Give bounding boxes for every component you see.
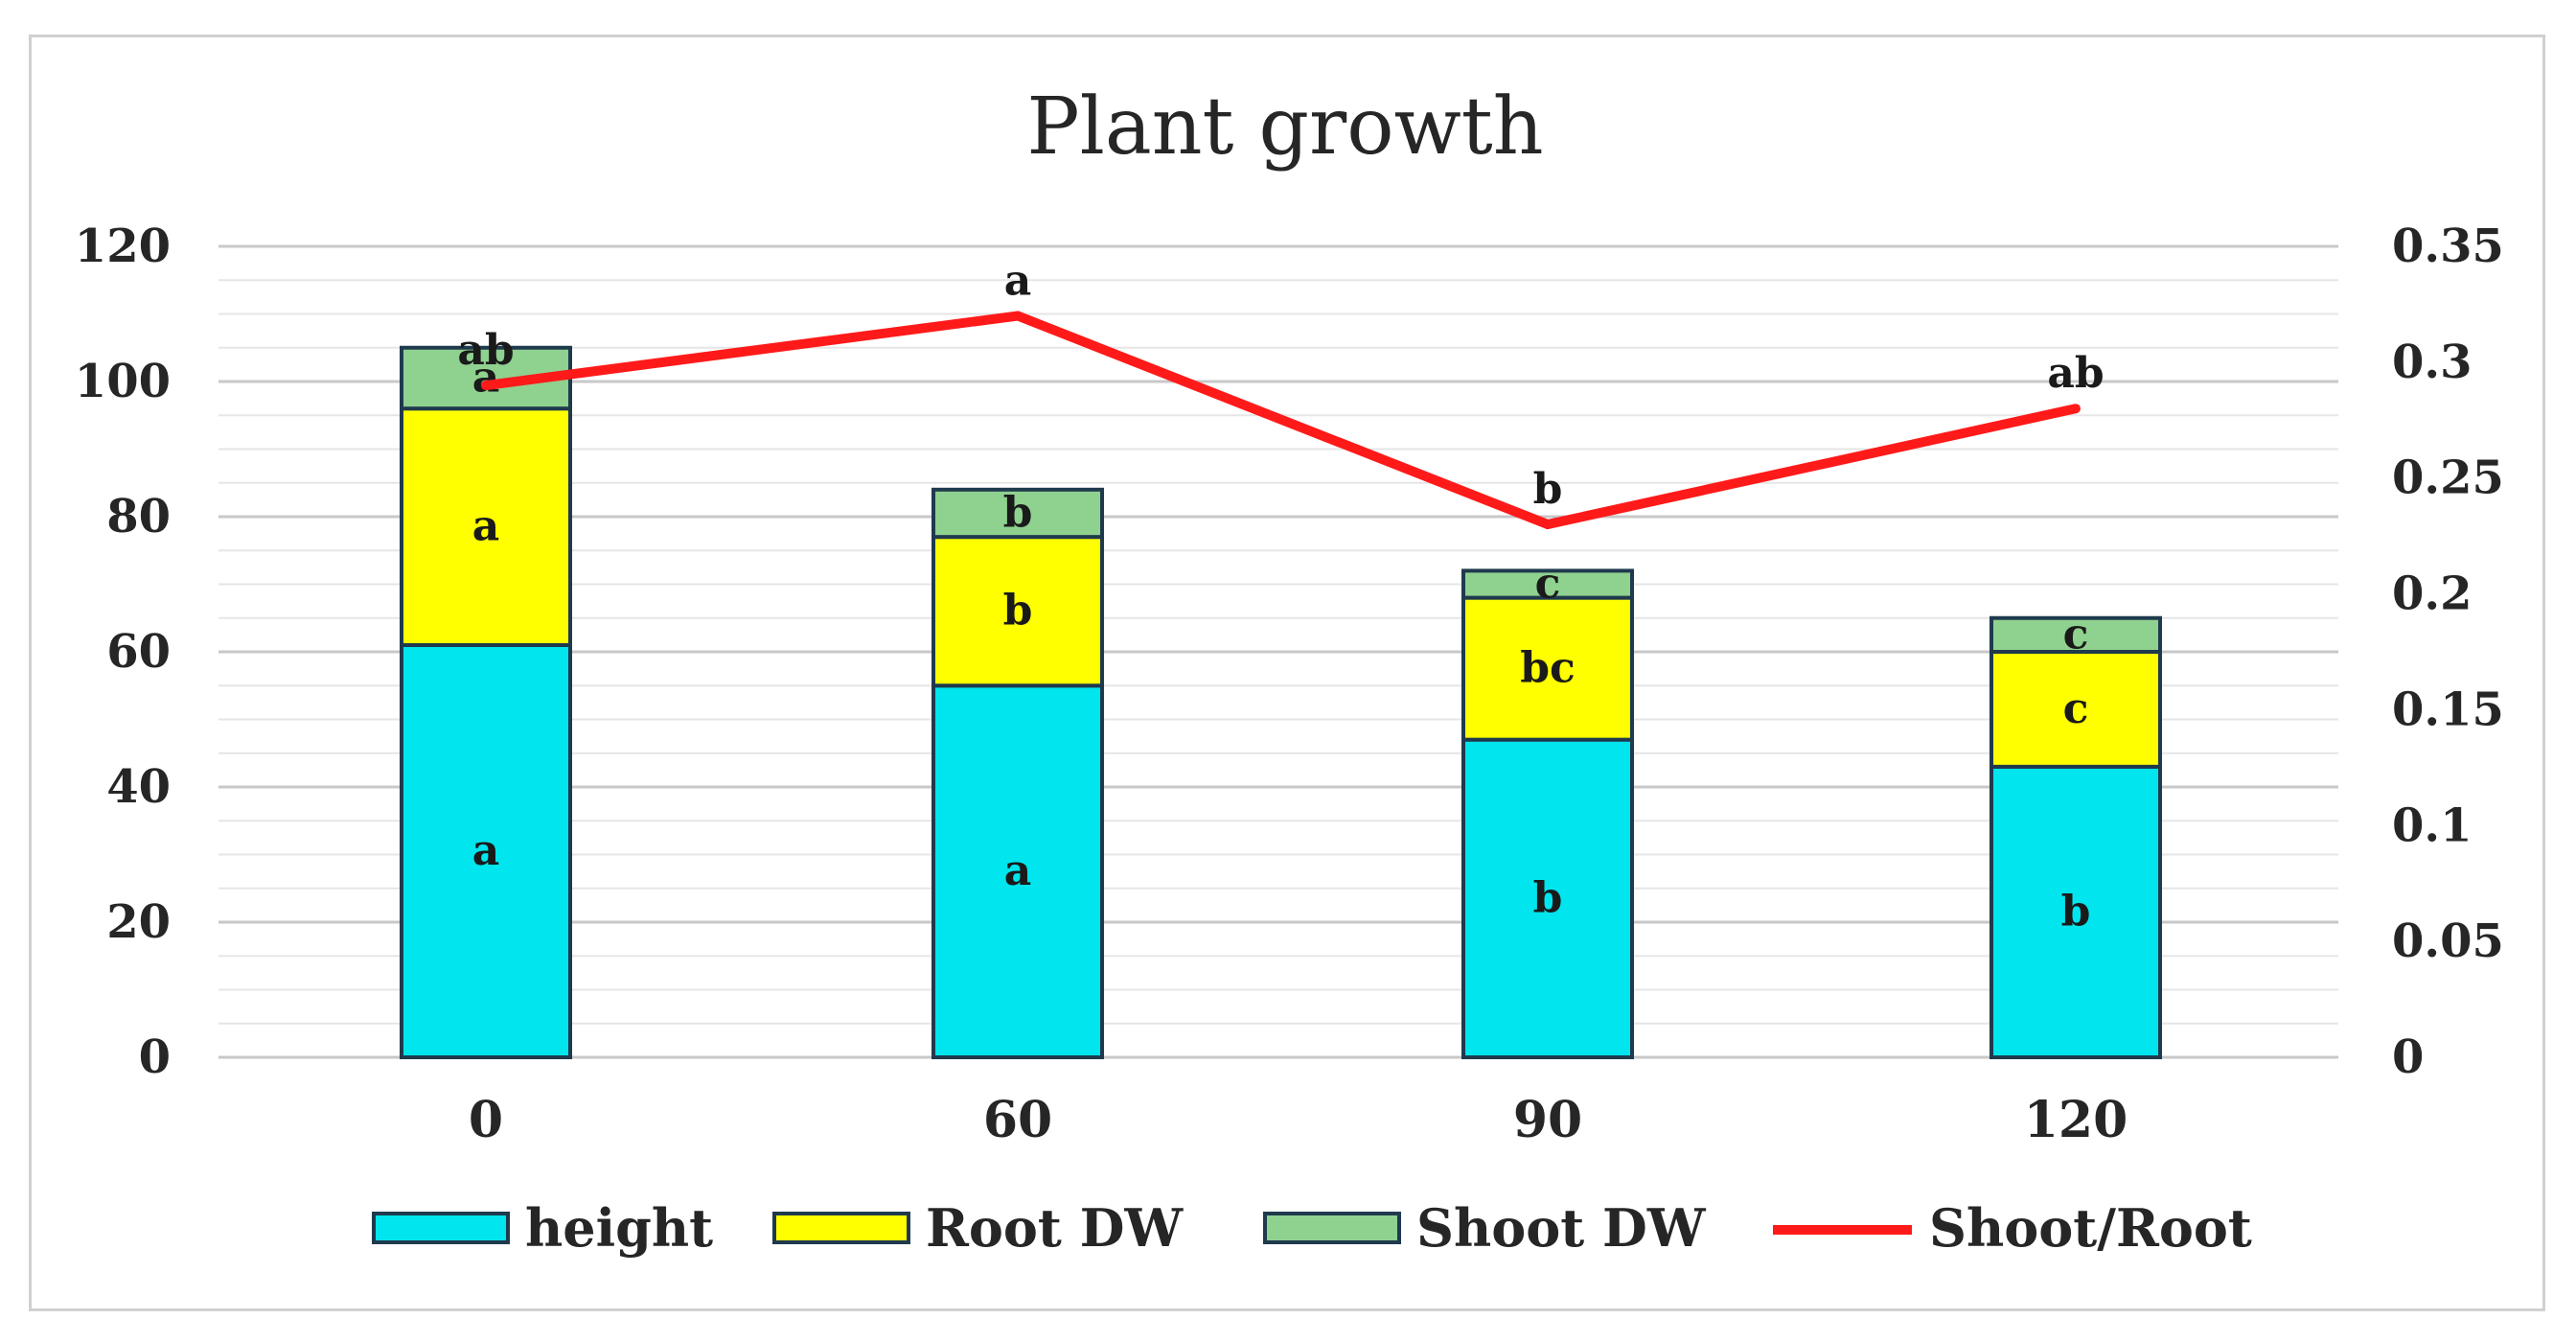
bar-height <box>1990 764 2162 1059</box>
bar-height <box>400 642 572 1059</box>
bar-label-height: a <box>1004 846 1032 895</box>
left-axis-ticks: 0 20 40 60 80 100 120 <box>75 220 171 1084</box>
legend-label-height: height <box>525 1197 713 1259</box>
right-tick-label: 0.35 <box>2392 220 2504 273</box>
bar-label-root-dw: b <box>1003 587 1033 636</box>
bar-label-shoot-dw: c <box>2063 610 2089 659</box>
right-tick-label: 0.1 <box>2392 798 2472 852</box>
shoot-root-label: ab <box>2047 349 2104 398</box>
left-tick-label: 80 <box>106 490 171 544</box>
bar-series <box>400 345 2162 1060</box>
legend-swatch-shoot-dw <box>1263 1212 1401 1244</box>
bar-root-dw <box>1461 595 1634 742</box>
bar-label-root-dw: bc <box>1520 644 1576 693</box>
category-label: 90 <box>1513 1091 1582 1149</box>
right-tick-label: 0.25 <box>2392 451 2504 505</box>
bar-shoot-dw <box>400 345 572 411</box>
left-tick-label: 40 <box>106 760 171 814</box>
left-tick-label: 0 <box>139 1030 171 1084</box>
right-tick-label: 0.2 <box>2392 567 2472 621</box>
category-label: 120 <box>2024 1091 2128 1149</box>
bar-height <box>1461 737 1634 1060</box>
legend: height Root DW Shoot DW Shoot/Root <box>372 1197 2252 1259</box>
legend-label-shoot-root: Shoot/Root <box>1929 1197 2252 1259</box>
right-tick-label: 0.15 <box>2392 683 2504 736</box>
bar-shoot-dw <box>1990 615 2162 654</box>
bar-label-shoot-dw: a <box>472 353 500 402</box>
shoot-root-point <box>2071 404 2081 414</box>
bar-label-height: b <box>1533 873 1563 922</box>
category-label: 0 <box>469 1091 503 1149</box>
bar-label-shoot-dw: c <box>1535 560 1561 609</box>
left-tick-label: 60 <box>106 625 171 679</box>
bar-height <box>932 683 1104 1059</box>
bar-shoot-dw <box>1461 568 1634 600</box>
bar-label-height: a <box>472 826 500 875</box>
bar-root-dw <box>400 406 572 647</box>
bar-label-root-dw: c <box>2063 684 2089 733</box>
left-tick-label: 120 <box>75 220 171 273</box>
category-label: 60 <box>983 1091 1052 1149</box>
legend-label-shoot-dw: Shoot DW <box>1416 1197 1707 1259</box>
legend-label-root-dw: Root DW <box>926 1197 1184 1259</box>
shoot-root-line-path <box>485 311 2078 530</box>
shoot-root-point <box>1013 311 1023 321</box>
right-axis-ticks: 0 0.05 0.1 0.15 0.2 0.25 0.3 0.35 <box>2392 220 2504 1084</box>
legend-swatch-root-dw <box>772 1212 910 1244</box>
right-tick-label: 0 <box>2392 1030 2424 1084</box>
shoot-root-label: a <box>1004 257 1032 306</box>
category-axis-labels: 0 60 90 120 <box>469 1091 2128 1149</box>
right-tick-label: 0.05 <box>2392 914 2504 968</box>
bar-root-dw <box>1990 650 2162 769</box>
bar-label-shoot-dw: b <box>1003 488 1033 537</box>
shoot-root-label: ab <box>457 326 514 375</box>
legend-swatch-height <box>372 1212 510 1244</box>
bar-label-root-dw: a <box>472 502 500 551</box>
bar-shoot-dw <box>932 487 1104 540</box>
chart-title: Plant growth <box>1026 81 1543 173</box>
bar-label-height: b <box>2061 887 2091 936</box>
shoot-root-point <box>481 381 491 391</box>
shoot-root-label: b <box>1533 465 1563 514</box>
right-tick-label: 0.3 <box>2392 336 2472 389</box>
shoot-root-point <box>1543 520 1552 530</box>
left-tick-label: 100 <box>75 355 171 408</box>
left-tick-label: 20 <box>106 895 171 949</box>
